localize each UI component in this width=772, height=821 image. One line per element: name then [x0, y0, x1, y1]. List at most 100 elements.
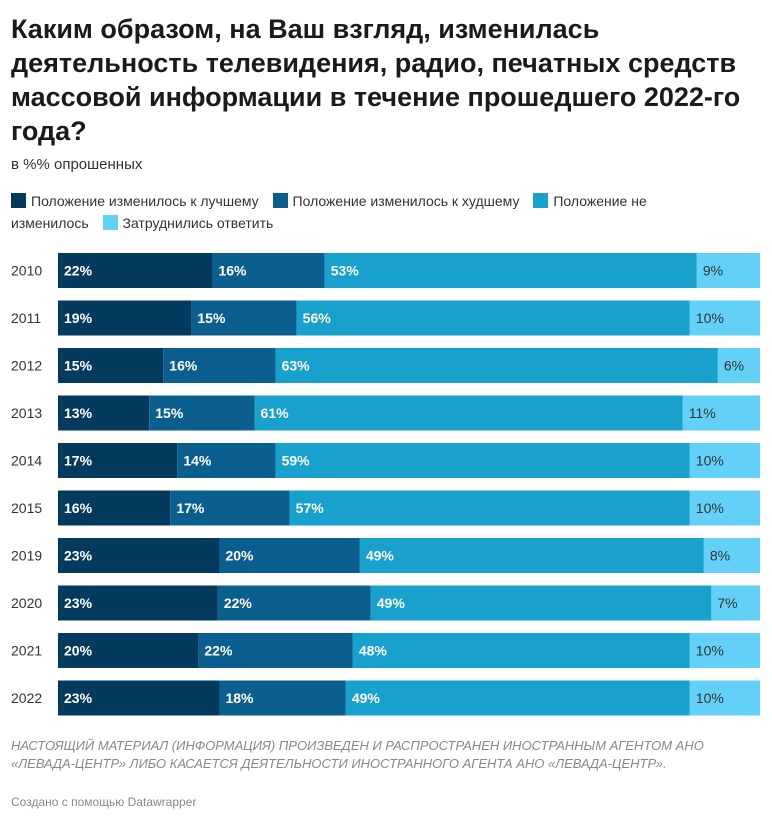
data-label-worse-2014: 14%	[183, 453, 212, 469]
data-label-hard-to-say-2014: 10%	[696, 453, 724, 469]
bar-segment-unchanged-2011	[296, 300, 690, 336]
data-label-unchanged-2019: 49%	[366, 548, 395, 564]
data-label-hard-to-say-2013: 11%	[689, 405, 716, 421]
bar-segment-better-2022	[58, 680, 220, 716]
bar-segment-hard-to-say-2020	[711, 585, 760, 621]
data-label-better-2022: 23%	[64, 690, 93, 706]
data-label-better-2012: 15%	[64, 358, 93, 374]
bar-segment-worse-2020	[217, 585, 371, 621]
category-label-2019: 2019	[11, 548, 42, 564]
legend-item-better: Положение изменилось к лучшему	[11, 193, 259, 209]
data-label-hard-to-say-2011: 10%	[696, 310, 724, 326]
data-label-worse-2012: 16%	[169, 358, 198, 374]
data-label-unchanged-2011: 56%	[303, 310, 332, 326]
legend-item-unchanged: Положение не изменилось	[11, 193, 647, 231]
bar-segment-hard-to-say-2022	[689, 680, 760, 716]
chart-title: Каким образом, на Ваш взгляд, изменилась…	[11, 14, 741, 146]
bar-segment-better-2015	[58, 490, 171, 526]
data-label-worse-2011: 15%	[197, 310, 226, 326]
legend-swatch-better	[11, 193, 26, 208]
legend-label-unchanged: Положение не изменилось	[11, 193, 647, 231]
bar-segment-unchanged-2020	[370, 585, 712, 621]
bar-segment-worse-2011	[191, 300, 297, 336]
bar-segment-better-2013	[58, 395, 150, 431]
bar-segment-better-2014	[58, 443, 178, 478]
bar-segment-worse-2014	[177, 443, 276, 478]
category-label-2020: 2020	[11, 595, 42, 611]
category-label-2021: 2021	[11, 643, 42, 659]
legend-swatch-worse	[272, 193, 288, 208]
category-label-2013: 2013	[11, 405, 42, 421]
bar-segment-better-2012	[58, 348, 164, 383]
data-label-better-2013: 13%	[64, 405, 93, 421]
bar-segment-hard-to-say-2019	[703, 538, 760, 573]
data-label-worse-2013: 15%	[155, 405, 184, 421]
category-label-2010: 2010	[11, 263, 42, 279]
legend-item-hard-to-say: Затруднились ответить	[102, 215, 274, 231]
data-label-worse-2022: 18%	[225, 690, 254, 706]
bar-segment-unchanged-2010	[324, 253, 697, 288]
data-label-better-2019: 23%	[64, 548, 93, 564]
data-label-unchanged-2020: 49%	[377, 595, 406, 611]
data-label-better-2021: 20%	[64, 643, 93, 659]
bar-segment-hard-to-say-2015	[689, 490, 760, 526]
data-label-hard-to-say-2015: 10%	[696, 500, 724, 516]
bar-segment-worse-2013	[149, 395, 255, 431]
legend-label-better: Положение изменилось к лучшему	[31, 193, 259, 209]
legend: Положение изменилось к лучшему Положение…	[11, 190, 711, 234]
data-label-worse-2019: 20%	[225, 548, 254, 564]
bar-segment-unchanged-2013	[254, 395, 683, 431]
stacked-bar-chart: 2010 22% 16% 53% 9% 2011 19% 15% 56% 10% 2012 15% 16…	[11, 253, 760, 716]
data-label-hard-to-say-2010: 9%	[703, 263, 723, 279]
category-label-2014: 2014	[11, 453, 42, 469]
data-label-hard-to-say-2021: 10%	[696, 643, 724, 659]
data-label-worse-2020: 22%	[224, 595, 253, 611]
bar-segment-hard-to-say-2021	[689, 633, 760, 668]
chart-notes: НАСТОЯЩИЙ МАТЕРИАЛ (ИНФОРМАЦИЯ) ПРОИЗВЕД…	[11, 738, 704, 771]
data-label-unchanged-2014: 59%	[282, 453, 311, 469]
data-label-unchanged-2013: 61%	[261, 405, 290, 421]
data-label-better-2010: 22%	[64, 263, 93, 279]
bar-segment-better-2010	[58, 253, 213, 288]
bar-segment-better-2019	[58, 538, 220, 573]
bar-segment-better-2020	[58, 585, 218, 621]
bar-segment-better-2021	[58, 633, 199, 668]
data-label-unchanged-2021: 48%	[359, 643, 388, 659]
chart-subtitle: в %% опрошенных	[11, 156, 143, 173]
data-label-unchanged-2015: 57%	[296, 500, 325, 516]
bar-segment-worse-2022	[219, 680, 346, 716]
category-label-2012: 2012	[11, 358, 42, 374]
data-label-hard-to-say-2012: 6%	[724, 358, 744, 374]
legend-swatch-unchanged	[533, 193, 549, 208]
bar-segment-worse-2019	[219, 538, 360, 573]
data-label-unchanged-2010: 53%	[331, 263, 360, 279]
data-label-better-2015: 16%	[64, 500, 93, 516]
data-label-better-2011: 19%	[64, 310, 93, 326]
data-label-worse-2010: 16%	[218, 263, 247, 279]
legend-swatch-hard-to-say	[102, 215, 118, 230]
bar-segment-unchanged-2022	[345, 680, 690, 716]
legend-item-worse: Положение изменилось к худшему	[272, 193, 520, 209]
bar-segment-hard-to-say-2012	[717, 348, 760, 383]
data-label-hard-to-say-2020: 7%	[717, 595, 737, 611]
bar-segment-better-2011	[58, 300, 192, 336]
bar-segment-unchanged-2014	[275, 443, 690, 478]
bar-segment-worse-2012	[163, 348, 276, 383]
bar-segment-worse-2015	[170, 490, 290, 526]
data-label-hard-to-say-2022: 10%	[696, 690, 724, 706]
bar-segment-hard-to-say-2014	[689, 443, 760, 478]
bar-segment-hard-to-say-2011	[689, 300, 760, 336]
legend-label-worse: Положение изменилось к худшему	[292, 193, 520, 209]
chart-credit: Создано с помощью Datawrapper	[11, 795, 197, 809]
bar-segment-unchanged-2021	[352, 633, 690, 668]
legend-label-hard-to-say: Затруднились ответить	[122, 215, 274, 231]
data-label-better-2014: 17%	[64, 453, 93, 469]
category-label-2022: 2022	[11, 690, 42, 706]
data-label-hard-to-say-2019: 8%	[710, 548, 730, 564]
data-label-better-2020: 23%	[64, 595, 93, 611]
data-label-worse-2021: 22%	[204, 643, 233, 659]
category-label-2011: 2011	[11, 310, 41, 326]
bar-segment-unchanged-2019	[359, 538, 704, 573]
data-label-unchanged-2012: 63%	[282, 358, 311, 374]
